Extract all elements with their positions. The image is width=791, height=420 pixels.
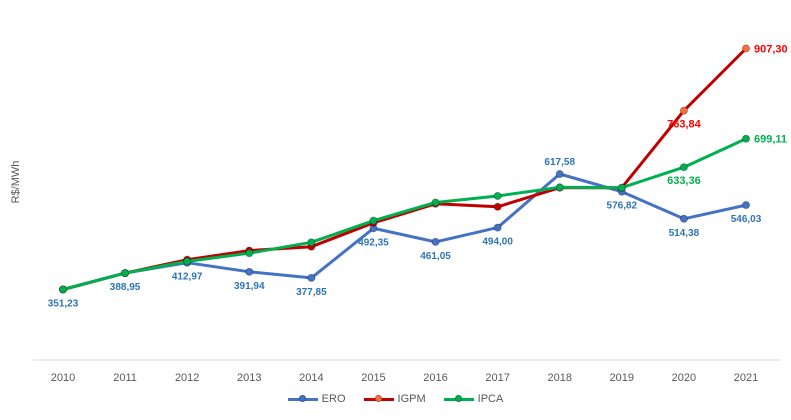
legend-item-ero[interactable]: ERO xyxy=(287,393,346,405)
x-tick-label-2011: 2011 xyxy=(113,372,137,384)
data-label-ero-2015: 492,35 xyxy=(358,237,389,248)
data-labels-layer: 351,23 388,95 412,97 391,94 377,85 492,35 461,… xyxy=(48,44,788,310)
data-label-igpm-2021: 907,30 xyxy=(754,44,788,56)
point-ipca-2014[interactable] xyxy=(307,238,316,247)
series-ero xyxy=(59,170,751,294)
series-ipca xyxy=(59,134,751,294)
data-label-ero-2014: 377,85 xyxy=(296,287,327,298)
data-label-ero-2019: 576,82 xyxy=(607,201,638,212)
data-label-ero-2021: 546,03 xyxy=(731,214,762,225)
data-label-ero-2012: 412,97 xyxy=(172,272,203,283)
point-ero-2013[interactable] xyxy=(245,267,254,276)
legend-item-ipca[interactable]: IPCA xyxy=(443,393,504,405)
point-ipca-2011[interactable] xyxy=(121,269,130,278)
legend-label-igpm: IGPM xyxy=(397,393,426,405)
point-ipca-2015[interactable] xyxy=(369,216,378,225)
point-ipca-2017[interactable] xyxy=(493,191,502,200)
point-ipca-2012[interactable] xyxy=(183,257,192,266)
point-ipca-2021[interactable] xyxy=(742,134,751,143)
legend-label-ero: ERO xyxy=(321,393,346,405)
x-tick-label-2013: 2013 xyxy=(237,372,261,384)
point-igpm-2017[interactable] xyxy=(493,202,502,211)
series-line-ipca xyxy=(61,137,748,291)
legend-swatch-ero xyxy=(287,393,318,405)
series-line-ero xyxy=(61,172,748,291)
data-label-ero-2018: 617,58 xyxy=(544,157,575,168)
x-tick-labels: 2010 2011 2012 2013 2014 2015 2016 2017 2018 2019… xyxy=(51,372,758,384)
point-ero-2017[interactable] xyxy=(493,223,502,232)
data-label-ipca-2020: 633,36 xyxy=(667,175,701,187)
data-label-ero-2013: 391,94 xyxy=(234,281,265,292)
point-ipca-2010[interactable] xyxy=(59,285,68,294)
point-ero-2014[interactable] xyxy=(307,273,316,282)
point-igpm-2020[interactable] xyxy=(679,106,688,115)
data-label-ero-2010: 351,23 xyxy=(48,298,79,309)
x-tick-label-2014: 2014 xyxy=(299,372,323,384)
point-ipca-2019[interactable] xyxy=(617,183,626,192)
data-label-ero-2017: 494,00 xyxy=(482,237,513,248)
point-igpm-2021[interactable] xyxy=(742,44,751,53)
point-ipca-2013[interactable] xyxy=(245,249,254,258)
data-label-ero-2020: 514,38 xyxy=(669,228,700,239)
data-label-igpm-2020: 763,84 xyxy=(667,119,702,131)
legend-item-igpm[interactable]: IGPM xyxy=(363,393,426,405)
legend-swatch-igpm xyxy=(363,393,394,405)
data-label-ipca-2021: 699,11 xyxy=(754,134,787,146)
x-tick-label-2018: 2018 xyxy=(547,372,571,384)
data-label-ero-2011: 388,95 xyxy=(110,282,141,293)
x-tick-label-2020: 2020 xyxy=(672,372,696,384)
point-ipca-2018[interactable] xyxy=(555,183,564,192)
legend-dot-igpm xyxy=(374,395,382,402)
x-tick-label-2017: 2017 xyxy=(485,372,509,384)
x-tick-label-2019: 2019 xyxy=(610,372,634,384)
legend-swatch-ipca xyxy=(443,393,474,405)
point-ero-2021[interactable] xyxy=(742,201,751,210)
legend: ERO IGPM IPCA xyxy=(0,393,791,405)
y-axis-label: R$/MWh xyxy=(10,160,22,204)
legend-label-ipca: IPCA xyxy=(477,393,504,405)
series-line-igpm xyxy=(61,47,748,291)
x-tick-label-2021: 2021 xyxy=(734,372,758,384)
series-igpm xyxy=(59,44,751,294)
x-tick-label-2010: 2010 xyxy=(51,372,75,384)
x-tick-label-2016: 2016 xyxy=(423,372,447,384)
point-ero-2016[interactable] xyxy=(431,237,440,246)
series-layer xyxy=(59,44,751,294)
point-ero-2020[interactable] xyxy=(679,214,688,223)
point-ipca-2020[interactable] xyxy=(679,163,688,172)
legend-dot-ero xyxy=(298,395,306,402)
point-ipca-2016[interactable] xyxy=(431,198,440,207)
data-label-ero-2016: 461,05 xyxy=(420,251,451,262)
legend-dot-ipca xyxy=(454,395,462,402)
point-ero-2018[interactable] xyxy=(555,170,564,179)
x-tick-label-2015: 2015 xyxy=(361,372,385,384)
x-tick-label-2012: 2012 xyxy=(175,372,199,384)
